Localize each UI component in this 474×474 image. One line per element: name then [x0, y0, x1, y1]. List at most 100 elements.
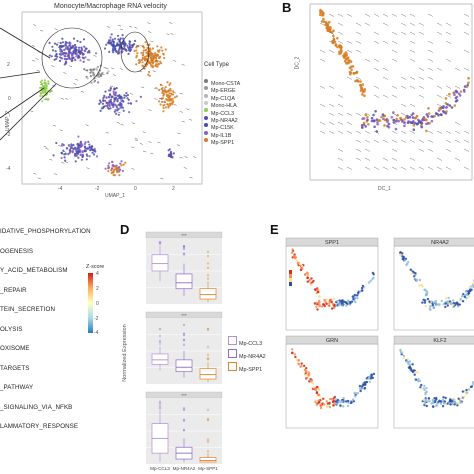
dc-cell-point [372, 113, 375, 117]
feature-cell-point [314, 388, 317, 391]
umap-cell-point [77, 144, 80, 147]
feature-cell-point [402, 256, 405, 259]
feature-cell-point [407, 366, 411, 369]
umap-cell-point [119, 37, 122, 40]
dc-velocity-arrow [337, 13, 344, 17]
umap-cell-point [118, 104, 121, 107]
dc-velocity-arrow [409, 31, 416, 35]
feature-cell-point [431, 405, 435, 408]
feature-cell-point [320, 305, 324, 308]
velocity-arrow [150, 152, 154, 155]
dc-velocity-arrow [328, 121, 335, 125]
feature-cell-point [299, 365, 302, 368]
umap-x-tick-3: 2 [172, 186, 175, 192]
umap-cell-point [88, 155, 91, 158]
pathway-label: TEIN_SECRETION [0, 306, 56, 313]
dc-cell-point [332, 34, 335, 38]
umap-cell-point [110, 172, 113, 175]
dc-cell-point [395, 119, 398, 123]
feature-cell-point [336, 402, 339, 405]
feature-cell-point [429, 305, 432, 308]
umap-cell-point [83, 68, 86, 71]
feature-cell-point [425, 386, 428, 390]
dc-velocity-arrow [400, 13, 407, 17]
umap-cell-point [148, 70, 151, 74]
feature-cell-point [363, 381, 366, 384]
velocity-arrow [43, 146, 47, 148]
dc-cell-point [343, 54, 346, 57]
dc-velocity-arrow [337, 112, 344, 116]
dc-velocity-arrow [373, 94, 380, 98]
umap-cell-point [73, 146, 77, 149]
umap-cell-point [110, 87, 113, 90]
feature-cell-point [305, 274, 308, 277]
umap-cell-point [75, 152, 78, 155]
feature-cell-point [429, 308, 432, 311]
feature-cell-point [346, 404, 350, 408]
dc-velocity-arrow [427, 40, 434, 44]
velocity-arrow [162, 87, 166, 89]
velocity-arrow [119, 28, 124, 31]
velocity-arrow [148, 109, 152, 111]
feature-cell-point [413, 373, 416, 376]
umap-cell-point [72, 44, 75, 48]
cell-type-swatch [204, 123, 208, 128]
umap-cell-point [61, 53, 64, 56]
dc-velocity-arrow [373, 58, 380, 62]
dc-velocity-arrow [337, 157, 344, 161]
umap-cell-point [161, 97, 164, 100]
umap-cell-point [155, 57, 158, 60]
umap-cell-point [128, 111, 131, 114]
velocity-arrow [106, 26, 110, 28]
feature-cell-point [457, 303, 460, 306]
feature-cell-point [333, 297, 336, 301]
feature-cell-point [423, 288, 426, 291]
umap-cell-point [162, 110, 165, 113]
facet-strip-label: *** [181, 313, 187, 318]
umap-cell-point [82, 38, 86, 41]
colorbar-tick-3: -2 [94, 316, 99, 322]
umap-cell-point [72, 148, 75, 151]
velocity-arrow [67, 143, 71, 146]
box-outlier [158, 334, 162, 338]
velocity-arrow [131, 146, 135, 149]
dc-cell-point [440, 113, 443, 117]
umap-cell-point [108, 50, 111, 54]
feature-cell-point [336, 398, 340, 402]
box-outlier [206, 262, 210, 265]
velocity-arrow [35, 58, 39, 60]
box-x-tick-label: Mp-SPP1 [198, 466, 218, 471]
umap-cell-point [77, 56, 80, 59]
feature-strip [393, 237, 474, 247]
feature-cell-point [421, 388, 424, 391]
dc-cell-point [459, 90, 463, 93]
colorbar-tick-0: 4 [96, 271, 99, 277]
cell-type-swatch [204, 108, 208, 113]
dc-cell-point [354, 71, 357, 75]
feature-cell-point [423, 384, 426, 388]
umap-cell-point [62, 149, 65, 152]
umap-cell-point [51, 49, 55, 52]
feature-cell-point [413, 275, 416, 278]
velocity-arrow [166, 33, 170, 35]
dc-velocity-arrow [400, 112, 407, 116]
dc-velocity-arrow [463, 31, 470, 35]
dc-cell-point [380, 115, 383, 119]
pathway-label: IDATIVE_PHOSPHORYLATION [0, 228, 91, 235]
feature-cell-point [360, 286, 364, 290]
umap-cell-point [123, 47, 126, 50]
dc-velocity-arrow [373, 13, 380, 17]
dc-velocity-arrow [436, 130, 443, 134]
feature-cell-point [444, 305, 447, 309]
dc-cell-point [328, 29, 331, 33]
feature-cell-point [359, 387, 362, 390]
dc-velocity-arrow [418, 85, 425, 89]
dc-cell-point [424, 118, 428, 121]
dc-cell-point [344, 51, 348, 54]
feature-cell-point [307, 374, 310, 377]
feature-cell-point [438, 303, 441, 306]
feature-cell-point [346, 302, 349, 306]
dc-cell-point [406, 116, 410, 120]
dc-velocity-arrow [436, 157, 443, 161]
feature-cell-point [315, 305, 318, 308]
